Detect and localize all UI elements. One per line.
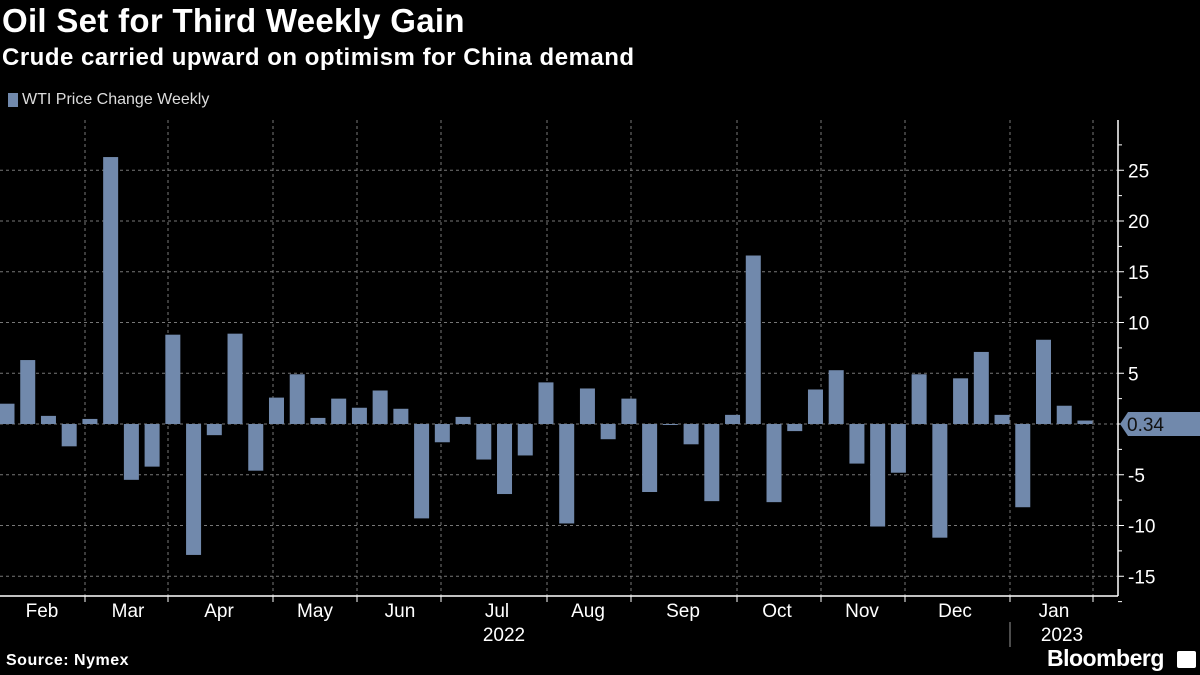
y-tick-label: 5 <box>1128 364 1139 385</box>
bar <box>600 424 616 440</box>
bar <box>725 414 741 424</box>
bar <box>973 351 989 424</box>
bar <box>434 424 450 443</box>
bar <box>206 424 222 436</box>
bar <box>1015 424 1031 508</box>
last-value-tag <box>1120 412 1200 436</box>
y-tick-label: 25 <box>1128 161 1149 182</box>
bar <box>807 389 823 424</box>
last-value-label: 0.34 <box>1127 415 1164 436</box>
x-month-label: Sep <box>666 601 700 622</box>
bar <box>683 424 699 445</box>
bar <box>517 424 533 456</box>
bar <box>559 424 575 524</box>
bar <box>642 424 658 493</box>
x-month-label: Nov <box>845 601 879 622</box>
bar <box>704 424 720 502</box>
bar <box>165 334 181 424</box>
bar <box>227 333 243 424</box>
x-month-label: Apr <box>204 601 234 622</box>
legend-swatch <box>8 93 18 107</box>
bar <box>123 424 139 480</box>
bar <box>538 382 554 424</box>
source-note: Source: Nymex <box>6 652 129 669</box>
y-tick-label: 10 <box>1128 314 1149 335</box>
bar <box>579 388 595 424</box>
bar <box>268 397 284 424</box>
bar <box>621 398 637 424</box>
x-year-label: 2023 <box>1041 625 1083 646</box>
bar <box>0 403 15 424</box>
x-month-label: Jun <box>385 601 416 622</box>
bar <box>248 424 264 471</box>
bar <box>351 407 367 424</box>
bar <box>953 378 969 424</box>
y-tick-label: -15 <box>1128 567 1155 588</box>
bar <box>766 424 782 503</box>
bar <box>455 416 471 424</box>
chart-subtitle: Crude carried upward on optimism for Chi… <box>2 44 635 71</box>
bar <box>870 424 886 527</box>
x-month-label: Dec <box>938 601 972 622</box>
bar <box>310 417 326 424</box>
y-tick-label: 20 <box>1128 212 1149 233</box>
x-year-label: 2022 <box>483 625 525 646</box>
bar <box>497 424 513 495</box>
bar <box>1036 339 1051 424</box>
x-month-label: Jan <box>1039 601 1070 622</box>
bar <box>61 424 77 447</box>
bar <box>890 424 906 473</box>
bar <box>82 418 98 424</box>
chart-title: Oil Set for Third Weekly Gain <box>2 2 465 39</box>
bar <box>186 424 202 555</box>
legend: WTI Price Change Weekly <box>8 91 209 109</box>
bar <box>1056 405 1072 424</box>
bar <box>103 157 119 424</box>
bar <box>662 424 678 426</box>
bar <box>20 360 36 424</box>
x-month-label: May <box>297 601 333 622</box>
y-tick-label: -5 <box>1128 466 1145 487</box>
x-month-label: Aug <box>571 601 605 622</box>
x-month-label: Oct <box>762 601 792 622</box>
bar <box>331 398 347 424</box>
bar <box>414 424 430 519</box>
bar <box>372 390 388 424</box>
bar <box>849 424 865 464</box>
bar <box>1077 420 1093 424</box>
y-tick-label: -10 <box>1128 517 1155 538</box>
bar <box>289 374 305 424</box>
x-month-label: Mar <box>112 601 145 622</box>
bar <box>144 424 160 467</box>
bar <box>476 424 492 460</box>
y-tick-label: 15 <box>1128 263 1149 284</box>
bar <box>745 255 761 424</box>
x-month-label: Feb <box>26 601 59 622</box>
chart-badge-icon <box>1177 651 1196 668</box>
bar <box>932 424 948 538</box>
x-month-label: Jul <box>485 601 509 622</box>
bar <box>911 374 927 424</box>
legend-label: WTI Price Change Weekly <box>22 91 210 108</box>
bar <box>40 415 56 424</box>
bar <box>994 414 1010 424</box>
bar <box>828 370 844 424</box>
bloomberg-logo: Bloomberg <box>1047 645 1164 671</box>
bar <box>787 424 803 432</box>
bar <box>393 408 409 424</box>
